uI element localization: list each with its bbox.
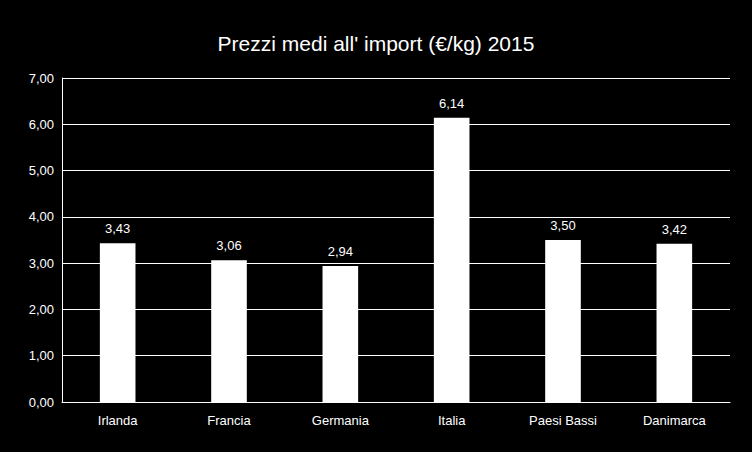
svg-text:6,14: 6,14 (439, 96, 464, 111)
svg-text:3,50: 3,50 (550, 218, 575, 233)
svg-text:Danimarca: Danimarca (643, 413, 707, 428)
svg-text:Francia: Francia (207, 413, 251, 428)
svg-text:5,00: 5,00 (29, 163, 54, 178)
svg-text:3,43: 3,43 (105, 221, 130, 236)
svg-text:0,00: 0,00 (29, 395, 54, 410)
svg-text:3,00: 3,00 (29, 256, 54, 271)
svg-text:Italia: Italia (438, 413, 466, 428)
svg-text:Prezzi medi all' import (€/kg): Prezzi medi all' import (€/kg) 2015 (218, 32, 535, 55)
svg-text:2,00: 2,00 (29, 302, 54, 317)
svg-text:1,00: 1,00 (29, 348, 54, 363)
svg-text:Irlanda: Irlanda (98, 413, 139, 428)
svg-text:3,42: 3,42 (662, 222, 687, 237)
svg-text:Germania: Germania (312, 413, 370, 428)
svg-text:4,00: 4,00 (29, 209, 54, 224)
svg-text:3,06: 3,06 (216, 238, 241, 253)
svg-text:6,00: 6,00 (29, 117, 54, 132)
svg-text:Paesi Bassi: Paesi Bassi (529, 413, 597, 428)
svg-text:7,00: 7,00 (29, 71, 54, 86)
svg-text:2,94: 2,94 (328, 244, 353, 259)
